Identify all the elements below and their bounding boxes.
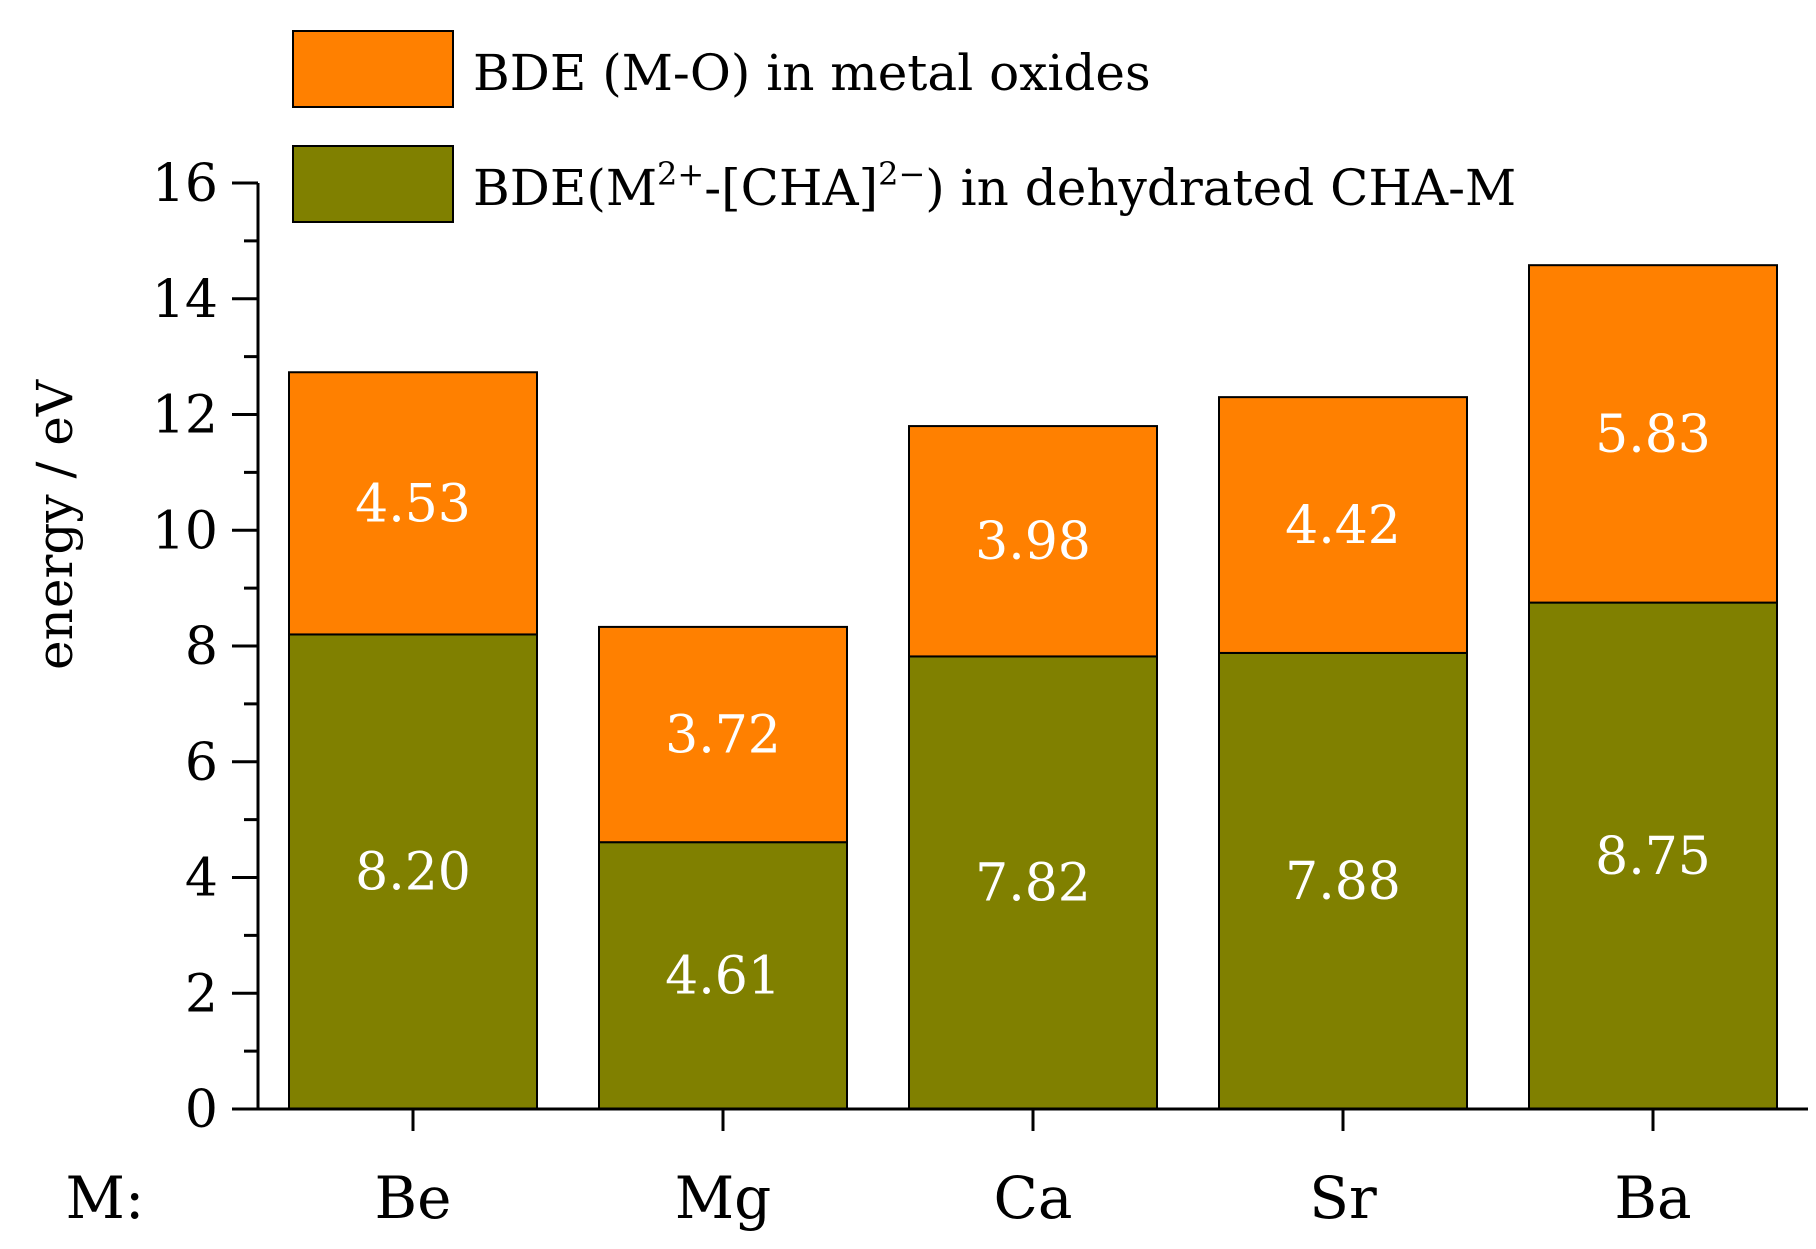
y-tick-label-16: 16 (152, 154, 218, 214)
legend-label-cha-part3: ) in dehydrated CHA-M (925, 159, 1516, 217)
y-tick-label-12: 12 (152, 386, 218, 446)
x-tick-label-sr: Sr (1309, 1164, 1377, 1232)
bar-be-series-1 (288, 371, 538, 636)
bar-labels-layer: 8.20 4.53 4.61 3.72 7.82 3.98 7.88 4.42 8.75 5.83 (355, 405, 1711, 1007)
bar-ca-series-0 (908, 655, 1158, 1110)
bar-value-sr-series-0: 7.88 (1285, 852, 1401, 912)
x-tick-label-be: Be (375, 1164, 452, 1232)
bar-sr-series-0 (1218, 651, 1468, 1110)
y-tick-label-0: 0 (185, 1080, 218, 1140)
x-tick-label-ca: Ca (994, 1164, 1073, 1232)
bar-value-mg-series-1: 3.72 (665, 706, 781, 766)
legend-swatch-metal-oxides (292, 30, 454, 108)
legend-label-cha-part2: -[CHA] (704, 159, 878, 217)
y-tick-label-6: 6 (185, 733, 218, 793)
bar-value-ca-series-1: 3.98 (975, 512, 1091, 572)
bar-value-be-series-1: 4.53 (355, 474, 471, 534)
bar-value-be-series-0: 8.20 (355, 843, 471, 903)
legend-label-cha-sup2: 2− (878, 155, 925, 193)
bar-mg-series-1 (598, 625, 848, 844)
x-tick-label-mg: Mg (675, 1164, 772, 1232)
legend-label-cha-part1: BDE(M (473, 159, 657, 217)
bar-ba-series-1 (1528, 264, 1778, 604)
bar-be-series-0 (288, 633, 538, 1110)
y-tick-label-14: 14 (152, 270, 218, 330)
legend-label-metal-oxides: BDE (M-O) in metal oxides (473, 44, 1151, 102)
bar-value-ba-series-0: 8.75 (1595, 827, 1711, 887)
bar-value-mg-series-0: 4.61 (665, 947, 781, 1007)
bars-layer (288, 264, 1778, 1110)
y-axis-label: energy / eV (26, 379, 84, 670)
bar-ca-series-1 (908, 425, 1158, 658)
bar-value-ba-series-1: 5.83 (1595, 405, 1711, 465)
y-tick-label-10: 10 (152, 501, 218, 561)
y-tick-label-8: 8 (185, 617, 218, 677)
bar-value-sr-series-1: 4.42 (1285, 496, 1401, 556)
legend-label-cha: BDE(M2+-[CHA]2−) in dehydrated CHA-M (473, 155, 1516, 217)
axes-layer: Be Mg Ca Sr Ba 0 2 4 6 8 10 12 14 16 (152, 154, 1808, 1232)
legend-label-cha-sup1: 2+ (657, 155, 704, 193)
legend: BDE (M-O) in metal oxides BDE(M2+-[CHA]2… (292, 30, 1516, 223)
x-prefix-label: M: (66, 1164, 145, 1232)
legend-swatch-cha (292, 145, 454, 223)
y-tick-label-2: 2 (185, 964, 218, 1024)
x-tick-label-ba: Ba (1614, 1164, 1691, 1232)
y-tick-label-4: 4 (185, 849, 218, 909)
bar-sr-series-1 (1218, 396, 1468, 654)
bar-value-ca-series-0: 7.82 (975, 854, 1091, 914)
